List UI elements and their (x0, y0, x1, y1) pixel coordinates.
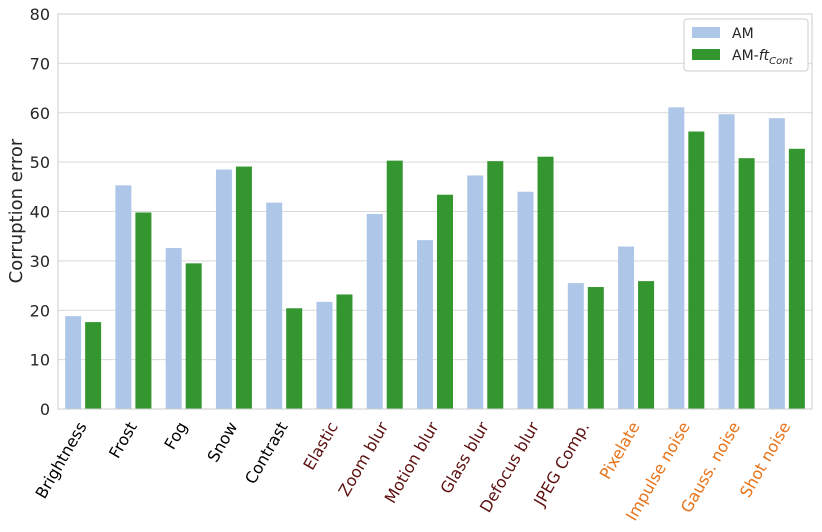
x-tick-label: Contrast (241, 419, 292, 488)
y-tick-label: 20 (30, 301, 50, 320)
bar-am-brightness (65, 316, 82, 409)
bar-am-ftcont-zoom-blur (386, 160, 403, 409)
x-tick-label: Glass blur (436, 418, 493, 497)
axes-frame (57, 13, 813, 410)
bar-am-ftcont-frost (135, 212, 152, 409)
bar-am-ftcont-glass-blur (487, 161, 504, 409)
bar-am-gauss-noise (718, 114, 735, 409)
y-tick-labels: 0 10 20 30 40 50 60 70 80 (30, 5, 50, 419)
x-tick-label: Frost (105, 419, 141, 462)
bar-am-ftcont-gauss-noise (738, 158, 755, 409)
bars (65, 107, 805, 410)
bar-am-frost (115, 185, 132, 409)
bar-am-impulse-noise (668, 107, 685, 409)
x-tick-labels: Brightness Frost Fog Snow Contrast ElasticZoo… (32, 418, 795, 524)
x-tick-label: Elastic (299, 419, 342, 474)
legend-label-am: AM (732, 26, 754, 42)
bar-am-zoom-blur (366, 213, 383, 409)
bar-am-defocus-blur (517, 191, 534, 409)
bar-am-ftcont-contrast (286, 308, 303, 409)
y-tick-label: 0 (40, 400, 50, 419)
bar-am-ftcont-snow (235, 166, 252, 409)
y-tick-label: 80 (30, 5, 50, 24)
x-tick-label: Brightness (32, 419, 91, 502)
y-tick-label: 60 (30, 104, 50, 123)
y-tick-label: 70 (30, 54, 50, 73)
bar-am-contrast (266, 202, 283, 409)
bar-am-glass-blur (467, 175, 484, 409)
x-tick-label: Shot noise (736, 419, 794, 501)
bar-am-shot-noise (768, 118, 785, 410)
bar-am-pixelate (618, 246, 635, 409)
y-tick-label: 40 (30, 203, 50, 222)
bar-am-ftcont-motion-blur (437, 194, 453, 409)
x-tick-label: Pixelate (596, 419, 644, 483)
bar-am-elastic (316, 301, 333, 409)
bar-am-ftcont-jpeg-comp (587, 287, 604, 409)
x-tick-label: Zoom blur (334, 418, 392, 499)
x-tick-label: Fog (160, 419, 191, 453)
bar-am-jpeg-comp (567, 283, 584, 409)
y-tick-label: 30 (30, 252, 50, 271)
bar-am-ftcont-impulse-noise (688, 131, 705, 409)
plot-frame (57, 13, 813, 410)
bar-am-fog (165, 248, 182, 409)
bar-am-ftcont-pixelate (638, 281, 655, 409)
bar-am-ftcont-defocus-blur (537, 156, 554, 409)
bar-am-ftcont-elastic (336, 294, 353, 409)
legend: AM AM-ftCont (683, 18, 809, 72)
bar-am-motion-blur (417, 240, 433, 409)
bar-am-ftcont-shot-noise (788, 148, 805, 409)
legend-swatch-am (692, 27, 720, 38)
legend-swatch-am-ft-cont (692, 49, 720, 60)
y-axis-label: Corruption error (6, 138, 27, 283)
y-tick-label: 50 (30, 153, 50, 172)
legend-label-am-ft-cont: AM-ftCont (732, 48, 794, 67)
y-tick-label: 10 (30, 351, 50, 370)
bar-am-ftcont-brightness (85, 322, 102, 409)
x-tick-label: Snow (203, 419, 241, 466)
bar-am-snow (215, 169, 232, 409)
bar-am-ftcont-fog (185, 263, 202, 409)
